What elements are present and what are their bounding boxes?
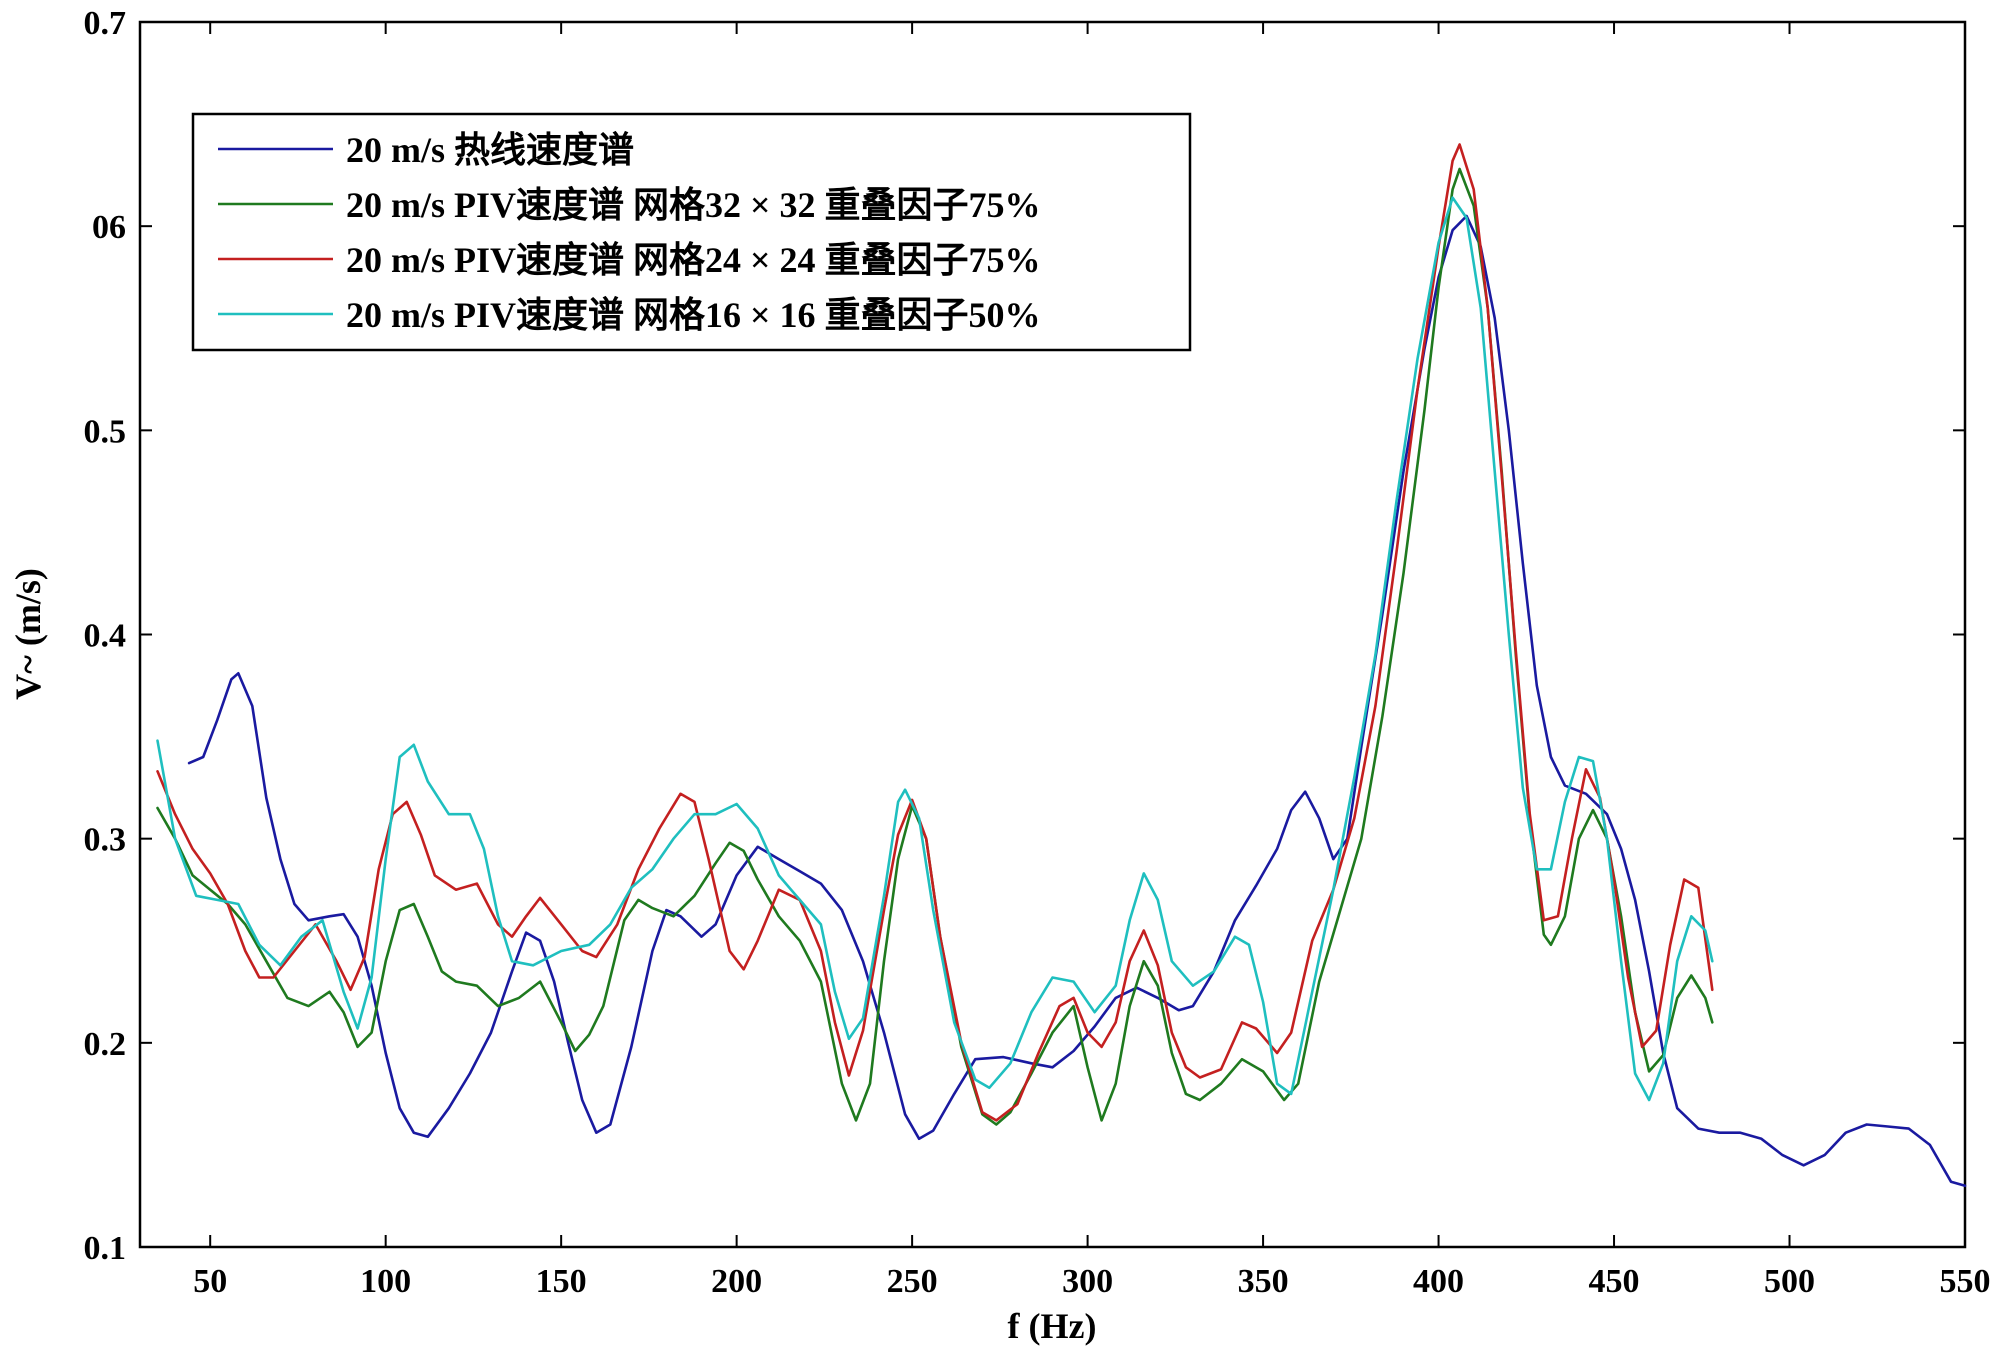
- series-group: [156, 143, 1967, 1188]
- x-tick-label: 100: [360, 1263, 411, 1300]
- x-tick-label: 450: [1589, 1263, 1640, 1300]
- x-tick-label: 550: [1940, 1263, 1991, 1300]
- legend-label-3: 20 m/s PIV速度谱 网格24 × 24 重叠因子75%: [346, 240, 1041, 280]
- legend: 20 m/s 热线速度谱 20 m/s PIV速度谱 网格32 × 32 重叠因子…: [191, 112, 1192, 352]
- x-tick-label: 400: [1413, 1263, 1464, 1300]
- x-tick-label: 150: [536, 1263, 587, 1300]
- y-tick-label: 0.5: [84, 413, 127, 450]
- y-tick-label: 0.3: [84, 822, 127, 859]
- ticks-group: 50 100 150 200 250 300 350 400 450 500 550 0.1 0.2 0.…: [84, 5, 1991, 1300]
- x-tick-label: 250: [887, 1263, 938, 1300]
- y-tick-label: 0.4: [84, 618, 127, 655]
- y-tick-label: 0.2: [84, 1026, 127, 1063]
- x-tick-label: 200: [711, 1263, 762, 1300]
- y-tick-label: 0.1: [84, 1230, 127, 1267]
- series-line-1: [187, 214, 1967, 1188]
- x-tick-label: 350: [1238, 1263, 1289, 1300]
- y-tick-label: 0.7: [84, 5, 127, 42]
- legend-box: [191, 112, 1192, 352]
- x-tick-label: 50: [193, 1263, 227, 1300]
- x-tick-label: 300: [1062, 1263, 1113, 1300]
- legend-items: 20 m/s 热线速度谱 20 m/s PIV速度谱 网格32 × 32 重叠因子…: [218, 130, 1041, 335]
- legend-label-1: 20 m/s 热线速度谱: [346, 130, 634, 170]
- series-line-4: [156, 196, 1714, 1102]
- y-tick-label: 06: [92, 209, 126, 246]
- y-axis-title: V~ (m/s): [8, 568, 48, 700]
- x-tick-label: 500: [1764, 1263, 1815, 1300]
- x-axis-title: f (Hz): [1008, 1306, 1097, 1346]
- legend-label-4: 20 m/s PIV速度谱 网格16 × 16 重叠因子50%: [346, 295, 1041, 335]
- legend-label-2: 20 m/s PIV速度谱 网格32 × 32 重叠因子75%: [346, 185, 1041, 225]
